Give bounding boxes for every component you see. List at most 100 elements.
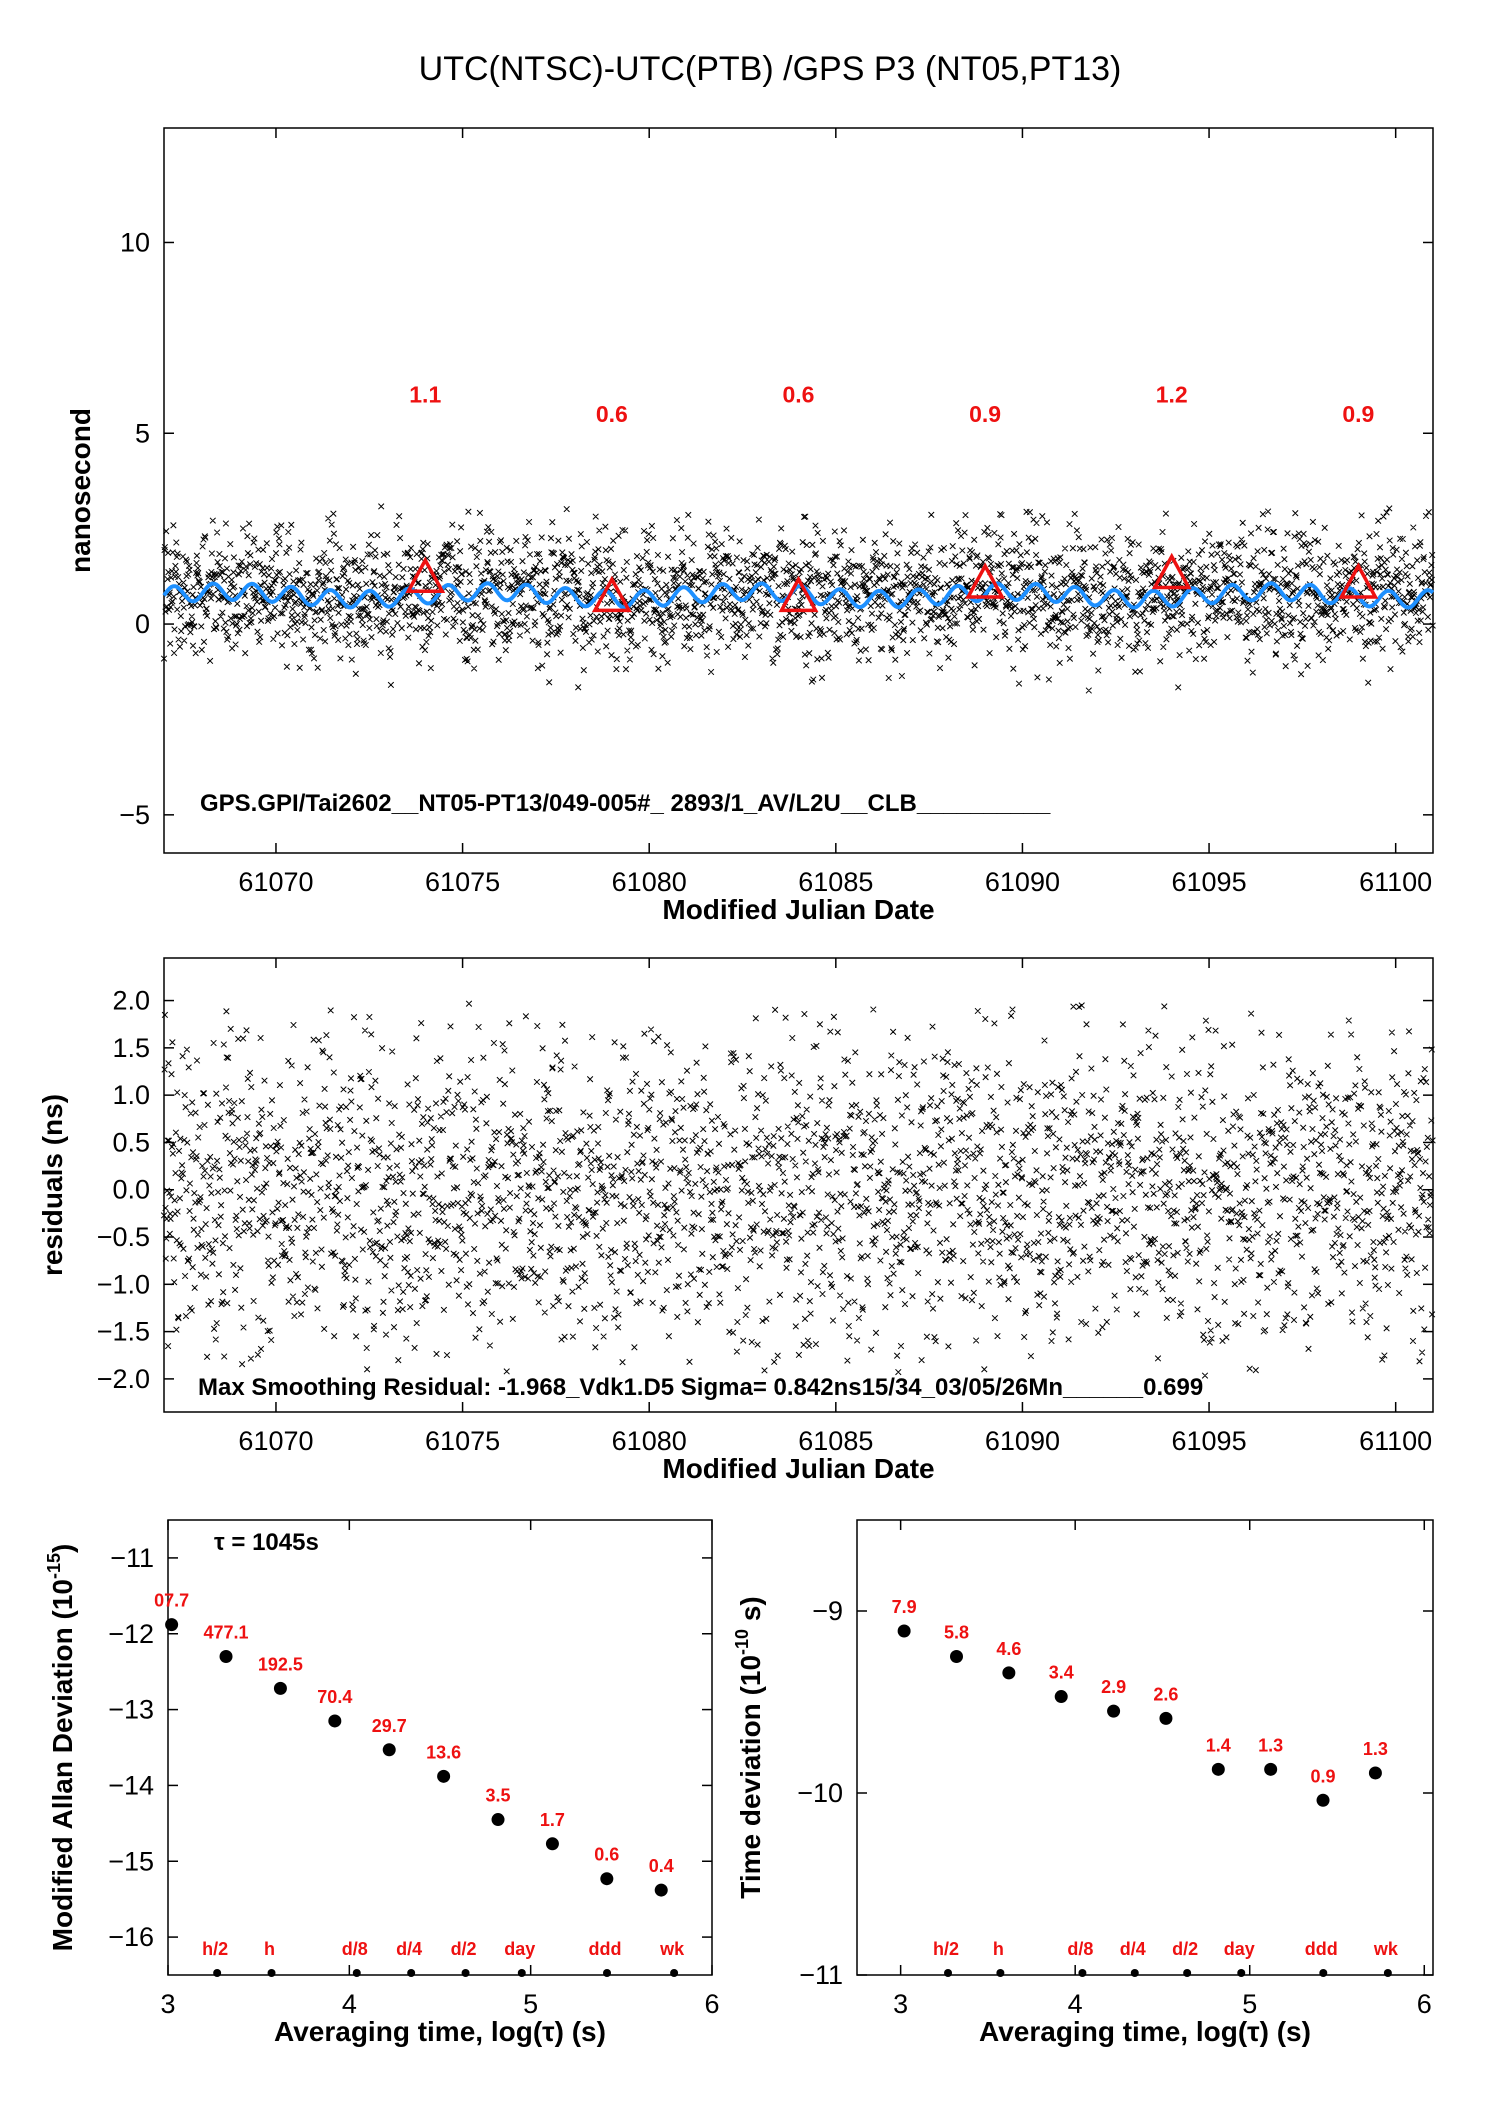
deviation-value-label: 7.9 <box>892 1597 917 1617</box>
y-axis-label-text: nanosecond <box>65 408 96 573</box>
y-tick-label: −11 <box>110 1543 154 1573</box>
plot-frame <box>856 1519 1434 1976</box>
time-mark-label: ddd <box>1305 1939 1338 1959</box>
y-tick-label: 0 <box>135 609 150 639</box>
y-axis-label: Time deviation (10-10 s) <box>732 1596 766 1899</box>
y-axis-label-text: Time deviation (10 <box>735 1655 766 1899</box>
plot-frame <box>163 127 1434 854</box>
time-mark-label: h <box>264 1939 275 1959</box>
time-mark-dot <box>1237 1969 1246 1977</box>
y-tick-label: −5 <box>119 800 150 830</box>
time-mark-dot <box>1183 1969 1192 1977</box>
residuals-annotation: Max Smoothing Residual: -1.968_Vdk1.D5 S… <box>198 1374 1203 1401</box>
x-tick-label: 61090 <box>985 867 1060 897</box>
time-mark-label: wk <box>1373 1939 1399 1959</box>
time-mark-label: h <box>993 1939 1004 1959</box>
y-tick-label: −10 <box>797 1778 843 1808</box>
time-mark-label: d/2 <box>451 1939 477 1959</box>
time-mark-label: day <box>504 1939 535 1959</box>
marker-triangle <box>1151 552 1192 590</box>
time-mark-dot <box>603 1969 612 1977</box>
chart-title: UTC(NTSC)-UTC(PTB) /GPS P3 (NT05,PT13) <box>419 50 1122 88</box>
deviation-value-label: 4.6 <box>996 1639 1021 1659</box>
x-tick-label: 61070 <box>238 867 313 897</box>
x-tick-label: 4 <box>342 1989 357 2019</box>
marker-triangle <box>965 562 1006 599</box>
deviation-point <box>382 1743 396 1757</box>
x-tick-label: 61100 <box>1359 1426 1432 1456</box>
deviation-point <box>165 1618 179 1632</box>
deviation-point <box>1054 1690 1068 1704</box>
deviation-point <box>654 1883 668 1897</box>
y-axis-label-text: residuals (ns) <box>37 1094 68 1276</box>
deviation-point <box>328 1714 342 1728</box>
y-axis-label-end: s) <box>735 1596 766 1629</box>
time-mark-dot <box>996 1969 1005 1977</box>
deviation-point <box>437 1769 451 1783</box>
y-axis-label-text: Modified Allan Deviation (10 <box>47 1579 78 1951</box>
y-tick-label: −13 <box>108 1695 154 1725</box>
deviation-value-label: 2.9 <box>1101 1677 1126 1697</box>
time-mark-label: h/2 <box>202 1939 228 1959</box>
deviation-point <box>1107 1704 1121 1718</box>
time-mark-dot <box>1078 1969 1087 1977</box>
y-tick-label: −9 <box>812 1596 843 1626</box>
x-tick-label: 61100 <box>1359 867 1432 897</box>
marker-value-label: 1.2 <box>1156 382 1188 408</box>
series-annotation: GPS.GPI/Tai2602__NT05-PT13/049-005#_ 289… <box>200 790 1051 817</box>
deviation-value-label: 5.8 <box>944 1623 969 1643</box>
deviation-value-label: 13.6 <box>426 1742 461 1762</box>
marker-value-label: 1.1 <box>409 382 441 408</box>
x-tick-label: 61095 <box>1172 867 1247 897</box>
y-tick-label: 0.0 <box>112 1175 150 1205</box>
x-axis-label: Averaging time, log(τ) (s) <box>274 2016 606 2047</box>
marker-value-label: 0.9 <box>1342 401 1374 427</box>
deviation-value-label: 3.5 <box>486 1786 511 1806</box>
y-axis-label-exponent: -15 <box>44 1553 64 1579</box>
y-axis-label: nanosecond <box>65 408 96 573</box>
smooth-line <box>162 581 1435 610</box>
marker-triangle <box>591 575 632 613</box>
x-axis-label: Modified Julian Date <box>662 1453 934 1484</box>
x-axis-label: Modified Julian Date <box>662 894 934 925</box>
x-tick-label: 61095 <box>1172 1426 1247 1456</box>
time-mark-label: h/2 <box>933 1939 959 1959</box>
deviation-value-label: 2.6 <box>1153 1684 1178 1704</box>
residuals-panel: 61070 61075 61080 61085 61090 61095 61100 −2.0 −… <box>37 957 1436 1484</box>
deviation-point <box>219 1650 233 1663</box>
y-tick-label: −2.0 <box>97 1364 150 1394</box>
deviation-value-label: 1.3 <box>1258 1735 1283 1755</box>
deviation-value-label: 0.9 <box>1311 1766 1336 1786</box>
deviation-point <box>1368 1766 1382 1780</box>
time-mark-dot <box>461 1969 470 1977</box>
deviation-value-label: 70.4 <box>317 1687 352 1707</box>
deviation-value-label: 0.6 <box>594 1845 619 1865</box>
tau-annotation: τ = 1045s <box>214 1529 319 1556</box>
deviation-value-label: 192.5 <box>258 1654 303 1674</box>
x-tick-label: 3 <box>893 1989 908 2019</box>
y-tick-label: −11 <box>799 1960 843 1990</box>
y-axis-label-exponent: -10 <box>732 1629 752 1655</box>
deviation-point <box>1316 1793 1330 1807</box>
y-axis-label: Modified Allan Deviation (10-15) <box>44 1544 78 1952</box>
time-mark-label: d/4 <box>396 1939 422 1959</box>
deviation-value-label: 477.1 <box>204 1623 249 1643</box>
time-series-panel: 61070 61075 61080 61085 61090 61095 61100 −5 0 5 1… <box>65 127 1436 925</box>
x-tick-label: 61080 <box>612 1426 687 1456</box>
tdev-panel: 3 4 5 6 −11 −10 −9 Averaging time, log(τ) (s) Ti… <box>732 1519 1434 2047</box>
y-tick-label: 0.5 <box>112 1127 150 1157</box>
deviation-value-label: 1.7 <box>540 1810 565 1830</box>
y-tick-label: 1.0 <box>112 1080 150 1110</box>
time-mark-dot <box>670 1969 679 1977</box>
y-tick-label: −15 <box>108 1846 154 1876</box>
x-tick-label: 3 <box>160 1989 175 2019</box>
x-tick-label: 5 <box>1242 1989 1257 2019</box>
y-axis-label-end: ) <box>47 1544 78 1553</box>
y-tick-label: −14 <box>108 1770 154 1800</box>
marker-triangle <box>1338 562 1379 599</box>
marker-triangle <box>778 575 819 613</box>
y-tick-label: 5 <box>135 418 150 448</box>
y-tick-label: 1.5 <box>112 1033 150 1063</box>
y-tick-label: −16 <box>108 1922 154 1952</box>
y-tick-label: −12 <box>108 1619 154 1649</box>
